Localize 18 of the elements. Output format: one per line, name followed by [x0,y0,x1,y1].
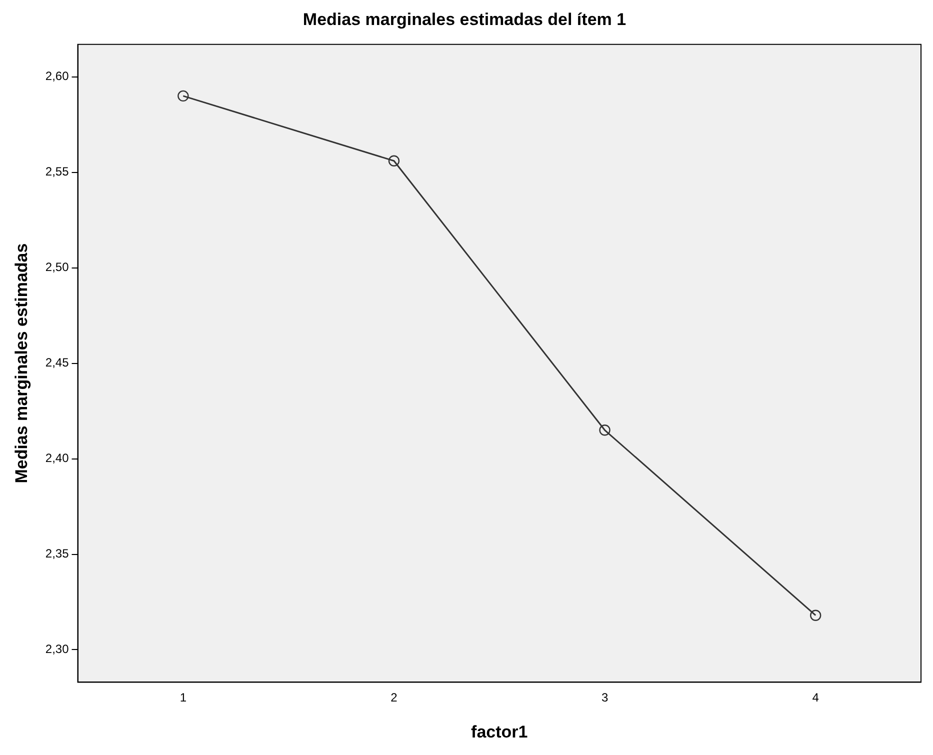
y-tick-label: 2,30 [45,642,70,656]
x-tick-label: 4 [812,690,820,705]
y-tick-label: 2,35 [45,546,70,561]
x-tick-label: 1 [180,690,187,705]
y-tick-label: 2,60 [45,69,70,84]
y-tick-label: 2,55 [45,164,70,179]
y-axis-title: Medias marginales estimadas [12,243,31,484]
y-tick-label: 2,40 [45,451,70,466]
x-tick-label: 2 [390,690,398,705]
y-tick-label: 2,45 [45,356,70,370]
point [388,155,400,166]
chart-title: Medias marginales estimadas del ítem 1 [302,10,626,29]
x-axis-title: factor1 [471,722,528,742]
x-tick-label: 3 [601,690,608,705]
point [178,90,189,102]
point [810,610,822,621]
y-tick-label: 2,50 [45,260,70,274]
point [599,424,610,436]
